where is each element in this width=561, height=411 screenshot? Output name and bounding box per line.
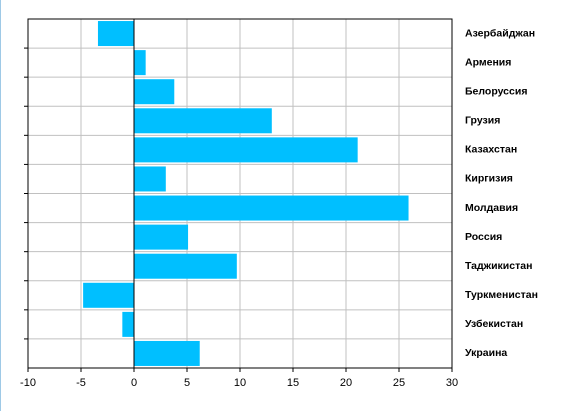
x-tick-label: 20 <box>340 377 352 389</box>
x-tick-label: 5 <box>184 377 190 389</box>
x-tick-label: 30 <box>446 377 458 389</box>
bar <box>134 195 409 221</box>
x-tick-label: 10 <box>234 377 246 389</box>
category-label: Казахстан <box>465 144 517 156</box>
category-label: Туркменистан <box>465 289 538 301</box>
bar <box>134 340 200 366</box>
bar <box>134 79 175 105</box>
category-label: Россия <box>465 231 502 243</box>
bar <box>134 253 237 279</box>
x-tick-label: -5 <box>76 377 86 389</box>
bar <box>134 224 189 250</box>
category-label: Азербайджан <box>465 27 535 39</box>
category-label: Белоруссия <box>465 85 527 97</box>
bar <box>134 166 166 192</box>
category-label: Таджикистан <box>465 260 532 272</box>
bar <box>97 21 134 47</box>
bar <box>134 137 358 163</box>
bar <box>134 50 146 76</box>
category-label: Армения <box>465 56 511 68</box>
category-label: Узбекистан <box>465 318 523 330</box>
category-label: Грузия <box>465 115 500 127</box>
x-tick-label: 0 <box>131 377 137 389</box>
bar <box>134 108 272 134</box>
category-label: Киргизия <box>465 173 513 185</box>
bar <box>83 282 134 308</box>
x-tick-label: 15 <box>287 377 299 389</box>
x-tick-label: 25 <box>393 377 405 389</box>
bar <box>122 311 134 337</box>
category-label: Молдавия <box>465 202 518 214</box>
plot-border <box>27 18 453 369</box>
x-tick-label: -10 <box>20 377 36 389</box>
category-label: Украина <box>465 347 507 359</box>
